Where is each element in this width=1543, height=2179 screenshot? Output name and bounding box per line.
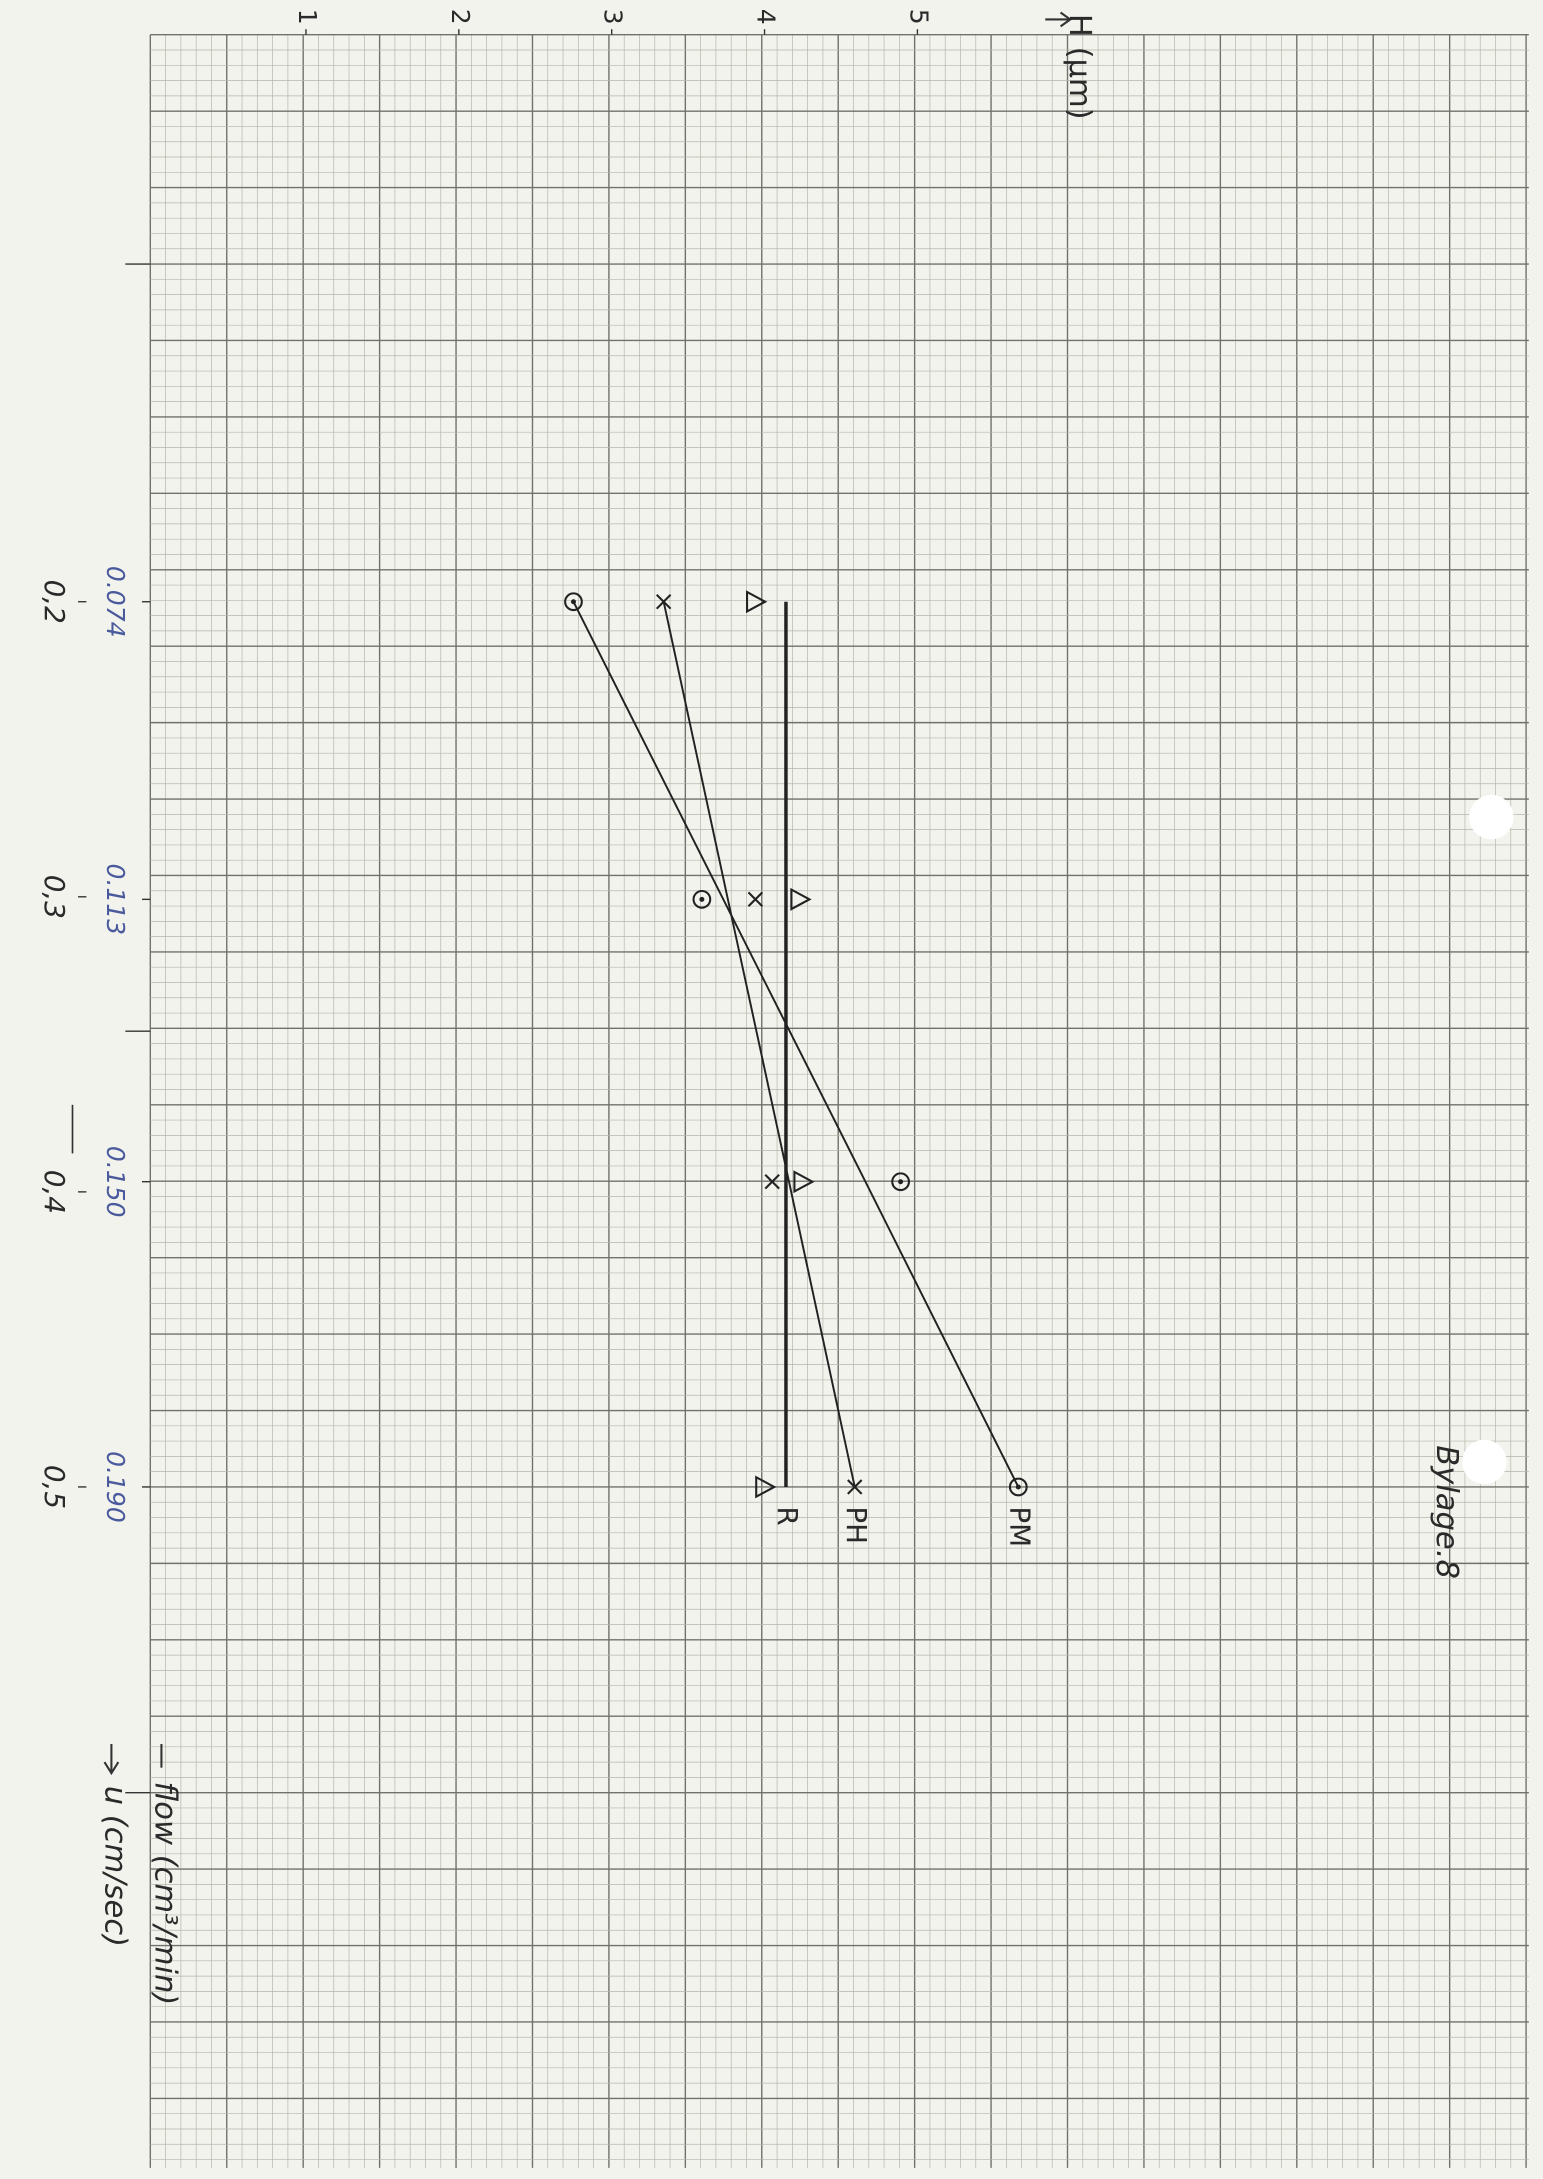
punch-hole (1469, 795, 1513, 839)
x-axis-label: flow (cm³/min) (148, 1782, 183, 2006)
x2-tick-label: 0,3 (38, 875, 71, 919)
punch-hole (1462, 1440, 1506, 1484)
x2-axis-label: u (cm/sec) (98, 1786, 133, 1947)
marker-dot (1016, 1484, 1021, 1489)
y-axis-label: H (μm) (1062, 14, 1097, 120)
x-tick-label: 0.150 (101, 1146, 130, 1218)
marker-dot (898, 1179, 903, 1184)
y-tick-label: 1 (293, 9, 322, 25)
y-tick-label: 3 (599, 9, 628, 25)
x2-tick-label: 0,2 (38, 580, 71, 624)
marker-dot (699, 897, 704, 902)
chart: H (μm) u (cm/sec) flow (cm³/min) Bylage.… (0, 0, 1543, 2179)
y-tick-label: 5 (904, 9, 933, 25)
y-tick-label: 2 (446, 9, 475, 25)
x2-tick-label: 0,4 (38, 1170, 71, 1214)
annotation: Bylage.8 (1429, 1445, 1464, 1579)
series-label: R (771, 1506, 804, 1525)
x2-tick-label: 0,5 (38, 1465, 71, 1509)
x-tick-label: 0.113 (101, 864, 130, 936)
marker-dot (571, 599, 576, 604)
x-tick-label: 0.074 (101, 566, 130, 638)
series-label: PH (840, 1506, 873, 1544)
x-tick-label: 0.190 (101, 1451, 130, 1523)
y-tick-label: 4 (752, 9, 781, 25)
series-label: PM (1003, 1506, 1036, 1547)
page: {"chart_data": {"type": "line", "y_label… (0, 0, 1543, 2179)
